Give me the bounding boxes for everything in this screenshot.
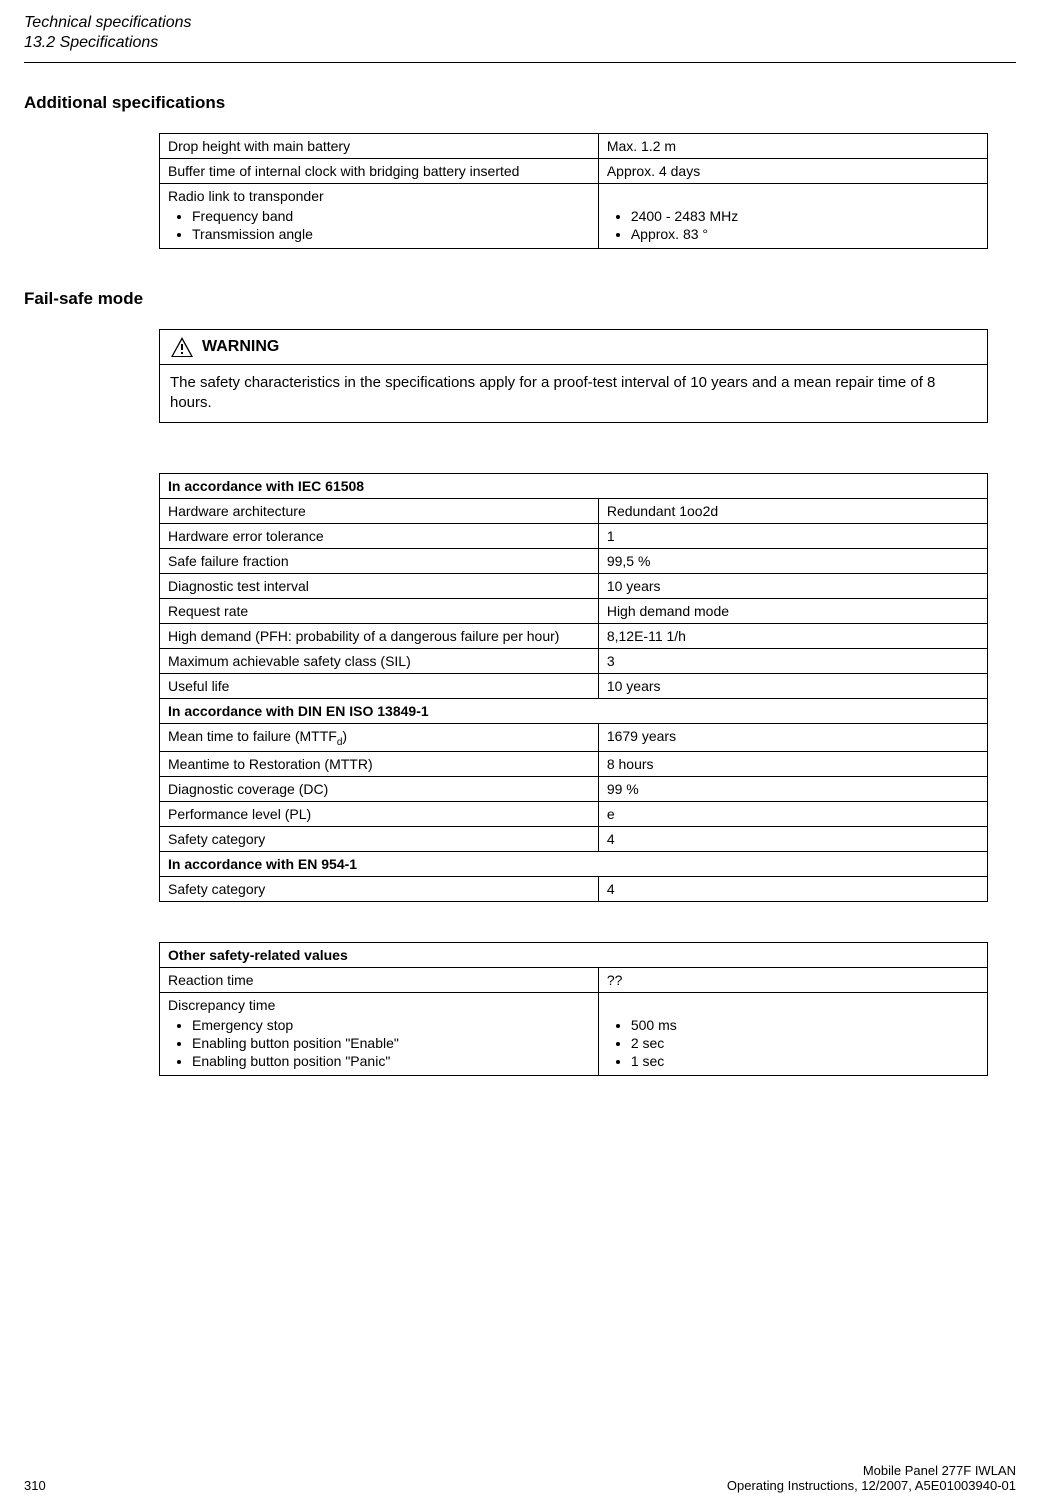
footer-title: Mobile Panel 277F IWLAN [727,1463,1016,1478]
radio-link-label: Radio link to transponder [168,188,324,204]
cell-value: ?? [598,968,987,993]
cell-value: Max. 1.2 m [598,134,987,159]
cell-label: Maximum achievable safety class (SIL) [160,648,599,673]
cell-value: 99,5 % [598,548,987,573]
table-row: Performance level (PL)e [160,802,988,827]
heading-additional-spec: Additional specifications [24,93,1016,113]
table-row: Reaction time?? [160,968,988,993]
cell-value: 10 years [598,573,987,598]
warning-label: WARNING [202,338,279,356]
warning-body-text: The safety characteristics in the specif… [160,365,987,422]
table-section-header: In accordance with EN 954-1 [160,852,988,877]
table-row: Mean time to failure (MTTFd) 1679 years [160,723,988,752]
list-item: Approx. 83 ° [631,226,979,242]
cell-value: e [598,802,987,827]
cell-value: 500 ms 2 sec 1 sec [598,993,987,1076]
table-iec: In accordance with IEC 61508 Hardware ar… [159,473,988,903]
cell-value: 8,12E-11 1/h [598,623,987,648]
table-other-safety: Other safety-related values Reaction tim… [159,942,988,1076]
cell-label: Radio link to transponder Frequency band… [160,184,599,249]
table-section-header: In accordance with IEC 61508 [160,473,988,498]
table-row: Hardware architectureRedundant 1oo2d [160,498,988,523]
cell-label: Reaction time [160,968,599,993]
table-row: Safe failure fraction99,5 % [160,548,988,573]
list-item: Frequency band [192,208,590,224]
cell-label: Diagnostic test interval [160,573,599,598]
page-number: 310 [24,1478,64,1493]
table-row: Discrepancy time Emergency stop Enabling… [160,993,988,1076]
cell-label: Request rate [160,598,599,623]
table-row: Maximum achievable safety class (SIL)3 [160,648,988,673]
list-item: Emergency stop [192,1017,590,1033]
cell-label: Safety category [160,827,599,852]
cell-label: Drop height with main battery [160,134,599,159]
cell-label: Buffer time of internal clock with bridg… [160,159,599,184]
table-row: Hardware error tolerance1 [160,523,988,548]
list-item: 2 sec [631,1035,979,1051]
header-section: 13.2 Specifications [24,34,1016,52]
cell-value: High demand mode [598,598,987,623]
table-row: Safety category4 [160,827,988,852]
table-row: Diagnostic coverage (DC)99 % [160,777,988,802]
list-item: Transmission angle [192,226,590,242]
cell-label: Diagnostic coverage (DC) [160,777,599,802]
warning-icon [170,336,194,358]
cell-value: 2400 - 2483 MHz Approx. 83 ° [598,184,987,249]
header-divider [24,62,1016,63]
header-chapter: Technical specifications [24,14,1016,32]
footer-sub: Operating Instructions, 12/2007, A5E0100… [727,1478,1016,1493]
cell-label: Safety category [160,877,599,902]
list-item: 1 sec [631,1053,979,1069]
cell-value: 3 [598,648,987,673]
cell-value: Redundant 1oo2d [598,498,987,523]
table-row: Buffer time of internal clock with bridg… [160,159,988,184]
cell-value: 1679 years [598,723,987,752]
page-footer: 310 Mobile Panel 277F IWLAN Operating In… [24,1463,1016,1493]
cell-value: Approx. 4 days [598,159,987,184]
cell-label: Meantime to Restoration (MTTR) [160,752,599,777]
cell-value: 1 [598,523,987,548]
table-additional-spec: Drop height with main battery Max. 1.2 m… [159,133,988,249]
discrepancy-label: Discrepancy time [168,997,275,1013]
list-item: Enabling button position "Panic" [192,1053,590,1069]
cell-label: Useful life [160,673,599,698]
table-row: Meantime to Restoration (MTTR)8 hours [160,752,988,777]
cell-value: 8 hours [598,752,987,777]
cell-label: Mean time to failure (MTTFd) [160,723,599,752]
table-row: Useful life10 years [160,673,988,698]
table-section-header: Other safety-related values [160,943,988,968]
list-item: Enabling button position "Enable" [192,1035,590,1051]
table-row: Radio link to transponder Frequency band… [160,184,988,249]
cell-label: Safe failure fraction [160,548,599,573]
cell-label: Hardware architecture [160,498,599,523]
warning-box: WARNING The safety characteristics in th… [159,329,988,423]
cell-label: Performance level (PL) [160,802,599,827]
cell-value: 4 [598,877,987,902]
table-row: Safety category4 [160,877,988,902]
cell-value: 99 % [598,777,987,802]
table-row: High demand (PFH: probability of a dange… [160,623,988,648]
table-row: Request rateHigh demand mode [160,598,988,623]
table-section-header: In accordance with DIN EN ISO 13849-1 [160,698,988,723]
heading-failsafe: Fail-safe mode [24,289,1016,309]
list-item: 500 ms [631,1017,979,1033]
list-item: 2400 - 2483 MHz [631,208,979,224]
cell-value: 4 [598,827,987,852]
cell-label: High demand (PFH: probability of a dange… [160,623,599,648]
warning-header: WARNING [160,330,987,365]
table-row: Drop height with main battery Max. 1.2 m [160,134,988,159]
cell-label: Discrepancy time Emergency stop Enabling… [160,993,599,1076]
cell-value: 10 years [598,673,987,698]
cell-label: Hardware error tolerance [160,523,599,548]
table-row: Diagnostic test interval10 years [160,573,988,598]
